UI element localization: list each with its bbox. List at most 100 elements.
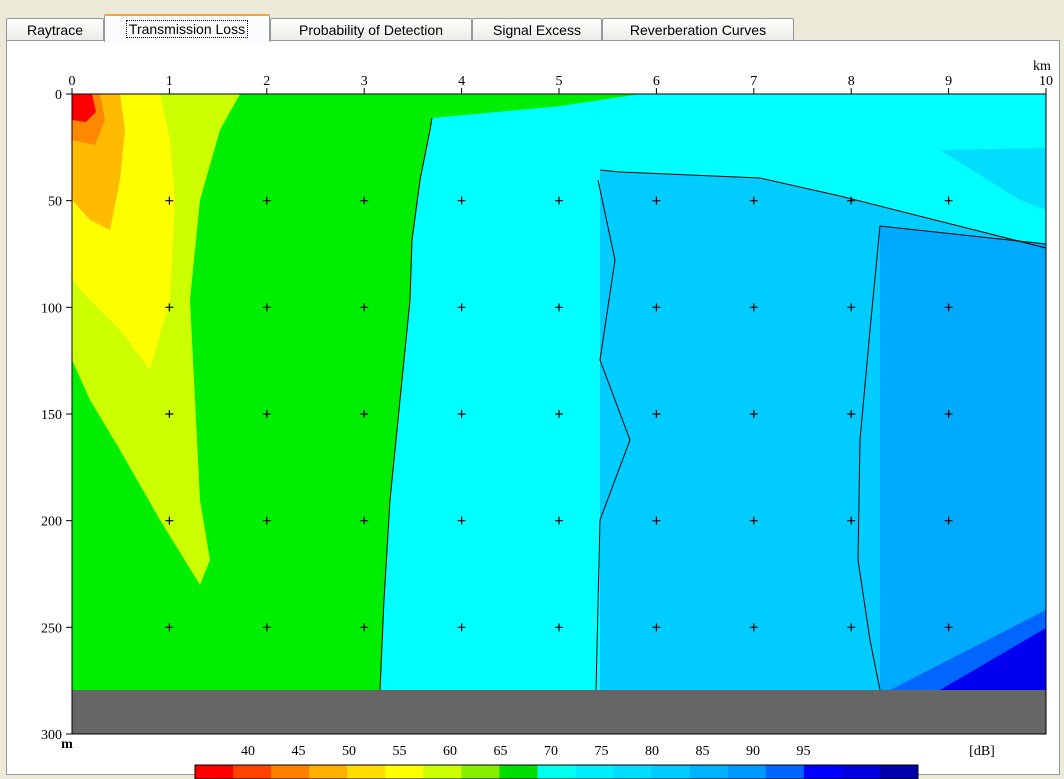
grid-markers bbox=[165, 196, 953, 632]
grid-cross bbox=[165, 516, 174, 525]
colorbar-swatch bbox=[195, 765, 234, 779]
y-tick-label: 150 bbox=[41, 408, 62, 423]
y-tick-label: 200 bbox=[41, 515, 62, 530]
contour-line-85db-vertical bbox=[857, 225, 881, 691]
grid-cross bbox=[555, 516, 563, 525]
colorbar-label: 80 bbox=[645, 744, 659, 759]
grid-cross bbox=[555, 196, 563, 205]
grid-cross bbox=[944, 410, 953, 418]
grid-cross bbox=[555, 303, 563, 312]
grid-cross bbox=[749, 196, 758, 205]
tab-strip: Raytrace Transmission Loss Probability o… bbox=[0, 0, 1064, 44]
grid-cross bbox=[749, 516, 758, 525]
y-tick-label: 50 bbox=[48, 195, 62, 210]
grid-cross bbox=[457, 303, 466, 312]
x-tick-label: 3 bbox=[361, 74, 368, 89]
y-tick-label: 100 bbox=[41, 301, 62, 316]
tab-transmission-loss[interactable]: Transmission Loss bbox=[104, 14, 270, 42]
colorbar-swatch bbox=[423, 765, 462, 779]
colorbar-swatch bbox=[233, 765, 272, 779]
x-tick-label: 10 bbox=[1039, 74, 1053, 89]
grid-cross bbox=[555, 623, 563, 632]
x-tick-label: 8 bbox=[848, 74, 855, 89]
grid-cross bbox=[165, 410, 174, 418]
grid-cross bbox=[652, 303, 661, 312]
colorbar-swatch bbox=[727, 765, 767, 779]
colorbar-swatch bbox=[309, 765, 348, 779]
contour-line-70db bbox=[379, 117, 433, 691]
tab-signal-excess[interactable]: Signal Excess bbox=[472, 18, 602, 40]
grid-cross bbox=[457, 623, 466, 632]
colorbar-unit: [dB] bbox=[969, 744, 995, 759]
colorbar-swatch bbox=[613, 765, 653, 779]
colorbar-label: 60 bbox=[443, 744, 457, 759]
grid-cross bbox=[262, 196, 271, 205]
grid-cross bbox=[847, 516, 856, 525]
colorbar-swatch bbox=[537, 765, 577, 779]
colorbar-swatch bbox=[461, 765, 500, 779]
colorbar-label: 65 bbox=[494, 744, 508, 759]
grid-cross bbox=[555, 410, 563, 418]
seafloor bbox=[72, 690, 1046, 734]
grid-cross bbox=[360, 623, 369, 632]
colorbar-swatch bbox=[841, 765, 881, 779]
x-tick-label: 6 bbox=[653, 74, 660, 89]
contour-75db-upper bbox=[700, 98, 1046, 150]
colorbar-label: 45 bbox=[292, 744, 306, 759]
contour-45db bbox=[72, 94, 96, 122]
grid-cross bbox=[847, 196, 856, 205]
colorbar-label: 90 bbox=[746, 744, 760, 759]
x-tick-label: 5 bbox=[556, 74, 563, 89]
colorbar-swatch bbox=[651, 765, 691, 779]
contour-70db-band bbox=[72, 94, 640, 690]
x-unit-label: km bbox=[1033, 59, 1051, 74]
contour-line-80db-vertical bbox=[595, 179, 631, 691]
grid-cross bbox=[165, 623, 174, 632]
colorbar-label: 85 bbox=[696, 744, 710, 759]
colorbar-swatch bbox=[689, 765, 729, 779]
contour-85db bbox=[880, 226, 1046, 690]
grid-cross bbox=[847, 623, 856, 632]
grid-cross bbox=[749, 303, 758, 312]
grid-cross bbox=[652, 516, 661, 525]
x-tick-label: 0 bbox=[69, 74, 76, 89]
contour-95db bbox=[940, 628, 1046, 690]
tab-raytrace[interactable]: Raytrace bbox=[6, 18, 104, 40]
grid-cross bbox=[360, 516, 369, 525]
contour-80db-upper bbox=[940, 148, 1046, 210]
grid-cross bbox=[457, 410, 466, 418]
colorbar-label: 70 bbox=[544, 744, 558, 759]
colorbar-label: 55 bbox=[393, 744, 407, 759]
grid-cross bbox=[457, 516, 466, 525]
grid-cross bbox=[749, 623, 758, 632]
grid-cross bbox=[847, 303, 856, 312]
colorbar: 40 45 50 55 60 65 70 75 80 85 90 95 [dB] bbox=[194, 744, 995, 779]
grid-cross bbox=[262, 410, 271, 418]
contour-fields bbox=[72, 94, 1046, 690]
x-tick-label: 2 bbox=[263, 74, 270, 89]
colorbar-label: 50 bbox=[342, 744, 356, 759]
tab-probability-of-detection[interactable]: Probability of Detection bbox=[270, 18, 472, 40]
grid-cross bbox=[652, 410, 661, 418]
y-tick-label: 300 bbox=[41, 728, 62, 743]
colorbar-swatch bbox=[803, 765, 843, 779]
tab-reverberation-curves[interactable]: Reverberation Curves bbox=[602, 18, 794, 40]
y-tick-label: 0 bbox=[55, 88, 62, 103]
x-tick-label: 1 bbox=[166, 74, 173, 89]
x-tick-label: 9 bbox=[945, 74, 952, 89]
grid-cross bbox=[847, 410, 856, 418]
grid-cross bbox=[944, 516, 953, 525]
grid-cross bbox=[457, 196, 466, 205]
grid-cross bbox=[944, 623, 953, 632]
grid-cross bbox=[360, 410, 369, 418]
colorbar-swatch bbox=[765, 765, 805, 779]
colorbar-label: 95 bbox=[797, 744, 811, 759]
grid-cross bbox=[652, 623, 661, 632]
grid-cross bbox=[944, 303, 953, 312]
grid-cross bbox=[360, 303, 369, 312]
grid-cross bbox=[360, 196, 369, 205]
grid-cross bbox=[262, 623, 271, 632]
x-tick-label: 7 bbox=[750, 74, 757, 89]
grid-cross bbox=[262, 516, 271, 525]
